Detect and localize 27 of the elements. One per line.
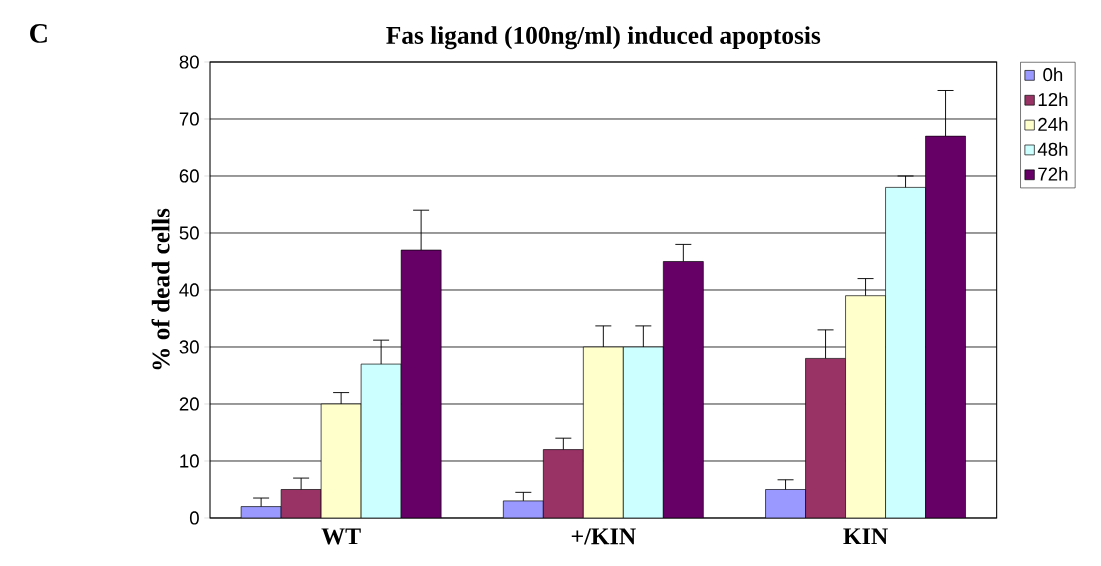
text: C <box>30 24 47 43</box>
y-tick-label: 40 <box>179 283 199 297</box>
bar <box>360 363 402 518</box>
chart-title: Fas ligand (100ng/ml) induced apoptosis <box>386 26 821 50</box>
legend-label: 72h <box>1038 167 1068 181</box>
y-tick-label: 80 <box>179 55 199 69</box>
y-tick-label: 0 <box>189 511 199 525</box>
bar <box>885 187 926 518</box>
y-tick-label: 10 <box>180 454 199 468</box>
legend-label: 48h <box>1037 142 1068 156</box>
x-tick-label: +/KIN <box>571 528 636 545</box>
bar <box>280 489 322 518</box>
legend-label: 12h <box>1038 92 1068 106</box>
y-tick-label: 60 <box>179 169 199 183</box>
x-tick-label: WT <box>321 528 361 545</box>
legend-label: 24h <box>1038 117 1068 131</box>
bar <box>622 346 664 518</box>
bar <box>805 358 846 518</box>
y-tick-label: 30 <box>179 340 199 354</box>
y-tick-label: 70 <box>179 112 199 126</box>
y-tick-label: 50 <box>179 226 199 240</box>
legend-label: 0h <box>1043 67 1063 82</box>
bar <box>542 449 584 518</box>
y-tick-label: 20 <box>179 397 199 411</box>
x-tick-label: KIN <box>843 528 888 545</box>
y-axis-title: % of dead cells <box>151 208 170 370</box>
bar <box>765 489 806 518</box>
